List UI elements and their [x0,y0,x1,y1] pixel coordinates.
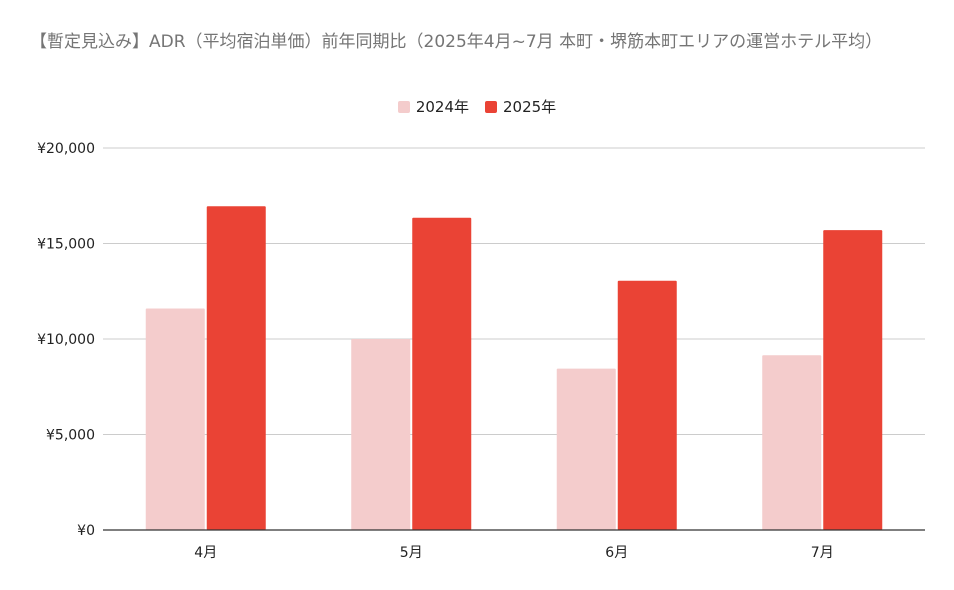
legend-swatch-2024 [397,100,410,113]
bar [206,206,266,530]
legend-label-2024: 2024年 [415,98,469,116]
y-tick-label: ¥20,000 [37,141,95,157]
x-tick-label: 5月 [400,545,423,561]
bar [823,230,883,530]
y-tick-label: ¥10,000 [37,332,95,348]
y-tick-label: ¥5,000 [46,428,95,444]
legend-item-2025: 2025年 [485,96,556,117]
y-tick-label: ¥15,000 [37,237,95,253]
bar [556,368,616,530]
chart-title: 【暫定見込み】ADR（平均宿泊単価）前年同期比（2025年4月~7月 本町・堺筋… [30,32,883,52]
y-tick-label: ¥0 [77,523,95,539]
legend: 2024年 2025年 [0,96,954,117]
legend-swatch-2025 [485,100,497,113]
bar [617,280,677,530]
legend-label-2025: 2025年 [503,98,557,116]
x-tick-label: 7月 [811,545,834,561]
x-tick-label: 6月 [605,545,628,561]
legend-item-2024: 2024年 [397,96,469,117]
bar [762,355,822,530]
bar [145,308,205,530]
bar [351,339,411,530]
x-tick-label: 4月 [194,545,217,561]
bar [412,217,472,530]
